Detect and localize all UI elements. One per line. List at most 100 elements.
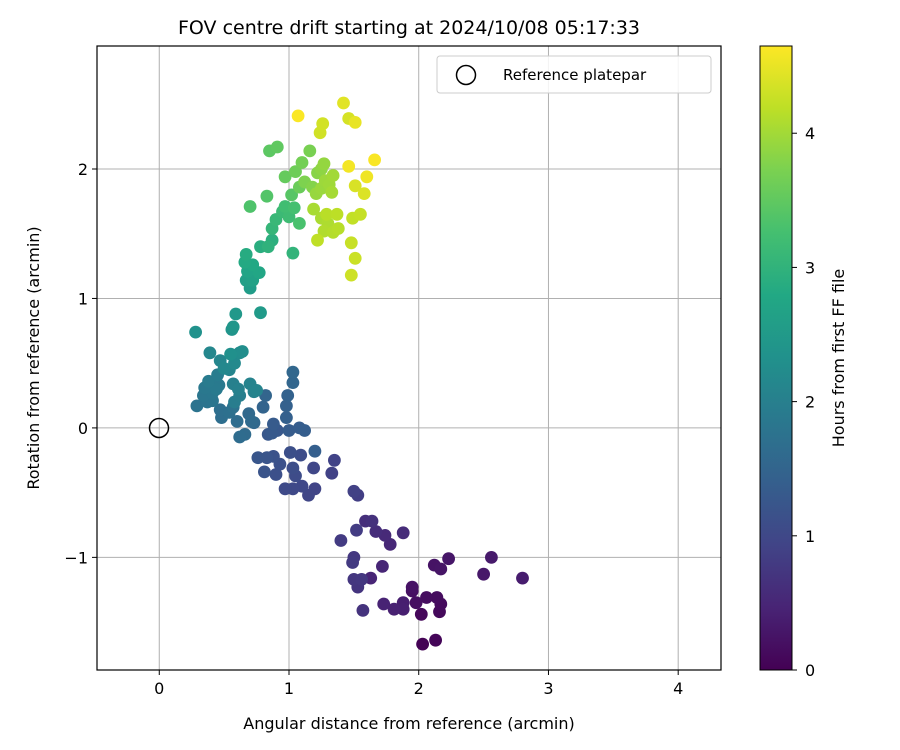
data-point-94 [232,382,245,396]
data-point-131 [243,200,257,213]
data-point-59 [267,417,280,431]
colorbar-tick-label-2: 2 [805,393,815,412]
data-point-167 [316,117,330,131]
y-axis-label: Rotation from reference (arcmin) [24,226,43,489]
data-point-24 [396,526,410,540]
data-point-39 [328,453,341,467]
data-point-42 [307,461,320,475]
x-tick-label-0: 0 [154,679,164,698]
data-point-35 [350,523,363,537]
legend-entry-reference-platepar: Reference platepar [503,66,647,84]
data-point-0 [416,637,429,651]
y-tick-label-3: 2 [78,160,88,179]
data-point-25 [369,525,383,538]
y-tick-label-2: 1 [78,289,88,308]
y-tick-label-1: 0 [78,419,88,438]
data-point-164 [348,251,362,265]
data-point-75 [233,430,247,444]
data-point-60 [282,424,296,437]
data-point-37 [347,484,361,498]
data-point-47 [294,448,308,462]
data-point-152 [307,202,320,216]
y-tick-label-0: −1 [64,548,88,567]
data-point-145 [317,157,331,171]
data-point-172 [348,116,362,129]
x-tick-label-2: 2 [414,679,424,698]
data-point-165 [344,268,358,282]
data-point-89 [202,374,216,388]
x-tick-label-1: 1 [284,679,294,698]
data-point-13 [477,567,490,581]
data-point-49 [283,446,297,459]
data-point-160 [311,233,324,247]
data-point-133 [285,188,298,202]
data-point-6 [420,591,433,604]
legend: Reference platepar [436,55,712,94]
data-point-1 [429,633,442,647]
data-point-159 [330,207,344,221]
data-point-69 [286,376,300,389]
data-point-111 [254,306,267,320]
data-point-157 [331,222,345,235]
colorbar-label: Hours from first FF file [829,269,848,448]
data-point-65 [280,399,293,413]
legend-marker [455,64,477,86]
data-point-33 [346,556,359,569]
data-point-129 [287,201,301,215]
data-point-140 [303,144,317,158]
data-point-162 [354,207,367,221]
reference-point-marker [148,417,170,439]
colorbar-tick-label-3: 3 [805,258,815,277]
data-point-109 [226,320,240,334]
data-point-62 [298,424,311,437]
data-point-48 [286,461,300,475]
data-point-45 [278,482,292,496]
data-point-101 [217,362,231,375]
data-point-123 [286,246,300,260]
x-axis-ticks: 0 1 2 3 4 [154,670,683,698]
data-point-170 [357,187,371,201]
data-point-27 [365,514,379,528]
colorbar-tick-label-4: 4 [805,124,815,143]
data-point-110 [229,307,243,321]
data-point-54 [260,451,274,465]
x-tick-label-3: 3 [543,679,553,698]
data-point-7 [409,596,423,610]
data-point-163 [344,236,358,250]
data-point-31 [355,573,368,586]
data-point-67 [256,400,270,414]
data-point-14 [485,551,498,564]
data-point-175 [368,153,381,167]
data-point-173 [360,170,374,184]
colorbar-tick-label-0: 0 [805,661,815,680]
data-point-88 [210,382,223,396]
grid-lines [97,46,721,670]
data-point-135 [270,140,284,154]
colorbar-ticks: 0 1 2 3 4 [792,124,815,680]
colorbar [759,45,793,671]
data-point-107 [189,325,203,339]
data-point-150 [326,169,340,182]
data-points [189,96,529,651]
data-point-21 [376,560,389,573]
data-point-53 [258,465,271,479]
data-point-50 [269,468,283,481]
data-point-18 [387,602,401,616]
data-point-63 [308,444,322,458]
data-point-176 [291,109,305,123]
colorbar-tick-label-1: 1 [805,527,815,546]
x-tick-label-4: 4 [673,679,683,698]
data-point-28 [356,604,370,617]
data-point-97 [250,384,263,397]
data-point-55 [251,451,265,465]
data-point-12 [442,552,455,566]
plot-frame [96,45,722,671]
data-point-151 [325,185,339,199]
data-point-73 [245,415,258,428]
data-point-132 [260,189,274,203]
data-point-169 [348,179,362,193]
y-axis-ticks: −1 0 1 2 [64,160,97,567]
data-point-9 [405,580,419,594]
data-point-136 [278,170,292,184]
